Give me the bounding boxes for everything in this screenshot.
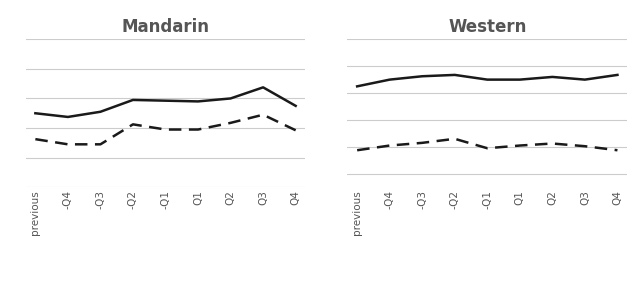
Title: Mandarin: Mandarin <box>122 18 209 36</box>
Title: Western: Western <box>448 18 527 36</box>
